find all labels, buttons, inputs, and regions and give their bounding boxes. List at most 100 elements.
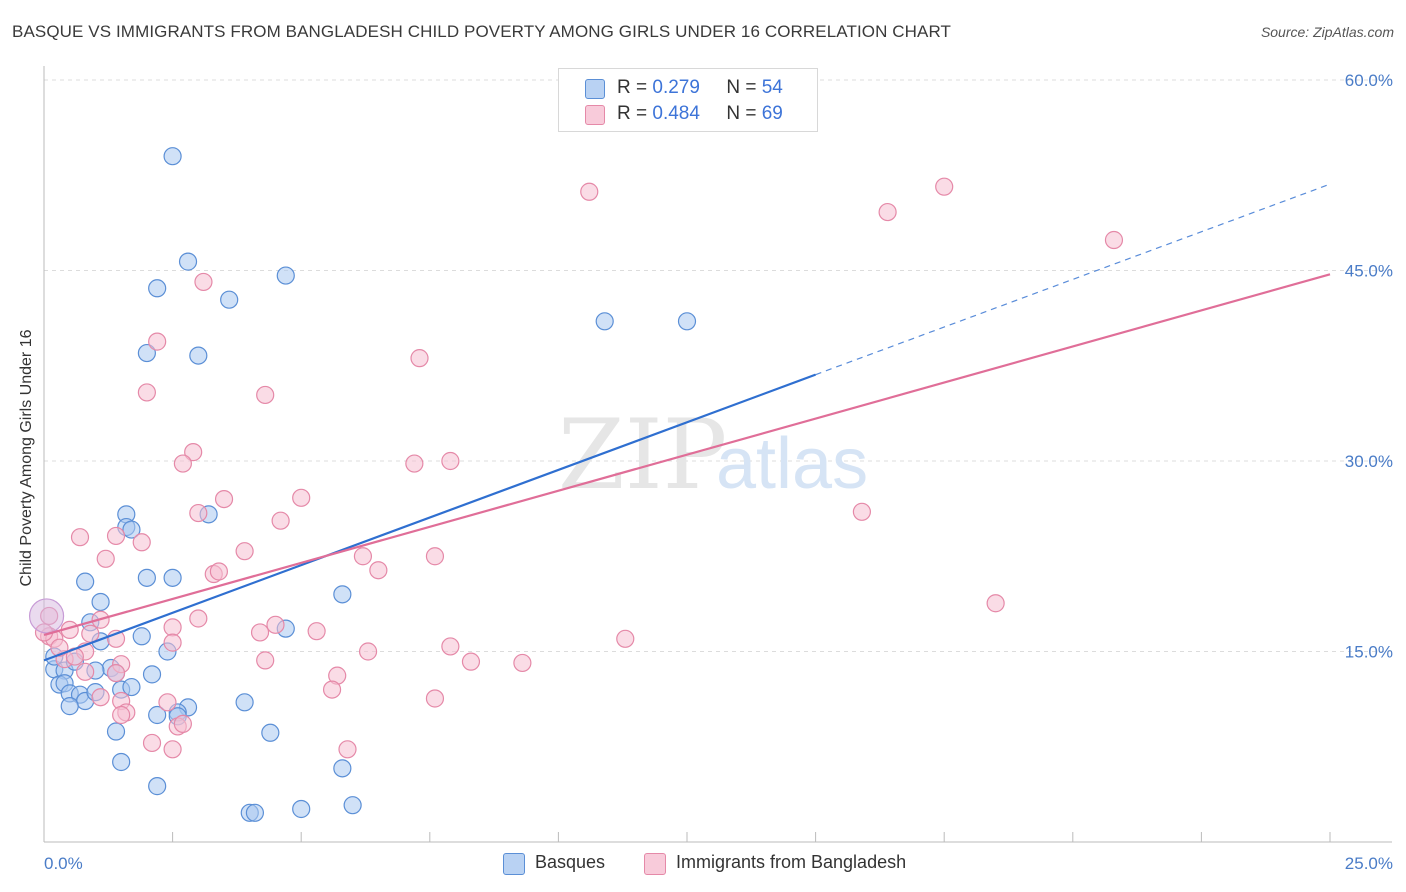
legend-r-value: 0.279 xyxy=(652,77,700,98)
point-basques xyxy=(163,147,182,166)
point-bangladesh xyxy=(137,383,156,402)
bottom-legend-label-bangladesh: Immigrants from Bangladesh xyxy=(676,852,907,872)
point-bangladesh xyxy=(189,503,208,523)
point-basques xyxy=(132,627,151,646)
point-bangladesh xyxy=(173,454,192,473)
point-bangladesh xyxy=(353,547,373,566)
point-basques xyxy=(235,693,254,712)
point-basques xyxy=(261,723,280,742)
point-basques xyxy=(137,343,156,363)
legend-text-basques: R = 0.279 N = 54 xyxy=(617,77,783,99)
point-basques xyxy=(91,592,110,612)
point-bangladesh xyxy=(256,651,275,670)
point-bangladesh xyxy=(91,688,110,707)
legend-n-value: 54 xyxy=(761,77,783,98)
point-bangladesh xyxy=(214,490,234,509)
legend-swatch-basques xyxy=(585,79,605,99)
legend-swatch-bangladesh xyxy=(585,105,605,125)
point-bangladesh xyxy=(106,526,126,546)
point-bangladesh xyxy=(163,618,182,637)
point-bangladesh xyxy=(1104,230,1124,250)
point-bangladesh xyxy=(292,488,311,507)
trend-line-bangladesh xyxy=(43,273,1331,637)
point-bangladesh xyxy=(425,689,445,708)
point-basques xyxy=(333,759,352,778)
point-basques xyxy=(122,520,141,539)
point-bangladesh xyxy=(425,547,445,566)
point-bangladesh xyxy=(106,663,126,683)
point-bangladesh xyxy=(441,637,460,656)
point-basques xyxy=(112,752,131,772)
x-tick-label: 25.0% xyxy=(1345,854,1393,873)
point-bangladesh xyxy=(338,740,357,759)
point-bangladesh xyxy=(986,594,1005,613)
watermark-atlas: atlas xyxy=(716,424,868,504)
point-basques xyxy=(220,290,239,309)
point-bangladesh xyxy=(256,385,275,405)
point-basques xyxy=(178,252,198,271)
legend-n-value: 69 xyxy=(761,103,783,124)
point-bangladesh xyxy=(112,705,131,725)
gridlines xyxy=(44,79,1392,652)
trend-line-basques xyxy=(43,373,816,662)
y-tick-label: 60.0% xyxy=(1345,71,1393,90)
point-bangladesh xyxy=(173,714,192,733)
point-bangladesh xyxy=(132,533,151,552)
point-bangladesh xyxy=(194,272,213,292)
watermark: ZIP atlas xyxy=(558,399,868,511)
point-basques xyxy=(245,803,265,822)
point-bangladesh xyxy=(616,629,635,648)
correlation-legend: R = 0.279 N = 54 R = 0.484 N = 69 xyxy=(558,68,818,132)
point-bangladesh xyxy=(266,615,285,634)
point-overlap-cluster xyxy=(28,598,65,634)
point-basques xyxy=(142,665,162,684)
point-basques xyxy=(76,572,95,591)
data-points xyxy=(28,147,1124,822)
axes xyxy=(43,66,1392,843)
point-bangladesh xyxy=(81,624,100,643)
point-basques xyxy=(343,796,362,815)
point-basques xyxy=(276,266,295,285)
point-basques xyxy=(292,799,311,819)
point-bangladesh xyxy=(148,332,167,351)
source-label: Source: ZipAtlas.com xyxy=(1260,24,1394,40)
point-bangladesh xyxy=(142,733,162,753)
point-basques xyxy=(60,697,79,716)
point-bangladesh xyxy=(369,561,388,580)
y-tick-label: 30.0% xyxy=(1345,452,1393,471)
point-bangladesh xyxy=(852,502,871,521)
point-basques xyxy=(595,312,614,331)
trend-line-basques-extrapolated xyxy=(815,183,1331,376)
point-basques xyxy=(122,677,141,697)
y-tick-label: 15.0% xyxy=(1345,643,1393,662)
point-bangladesh xyxy=(158,693,177,712)
point-basques xyxy=(148,777,167,796)
point-bangladesh xyxy=(322,680,342,699)
point-basques xyxy=(677,312,697,331)
point-bangladesh xyxy=(410,349,429,368)
x-tick-label: 0.0% xyxy=(44,854,83,873)
legend-n-label: N = xyxy=(726,77,757,98)
chart-title: BASQUE VS IMMIGRANTS FROM BANGLADESH CHI… xyxy=(12,22,952,41)
point-bangladesh xyxy=(76,662,95,681)
bottom-legend-swatch-basques xyxy=(503,853,525,875)
point-basques xyxy=(137,568,156,587)
legend-r-label: R = xyxy=(617,77,648,98)
point-bangladesh xyxy=(513,653,532,673)
point-bangladesh xyxy=(189,609,208,628)
bottom-legend-label-basques: Basques xyxy=(535,852,606,872)
point-bangladesh xyxy=(235,542,254,561)
point-basques xyxy=(189,346,208,365)
legend-text-bangladesh: R = 0.484 N = 69 xyxy=(617,103,783,125)
point-bangladesh xyxy=(358,642,378,661)
point-basques xyxy=(163,568,182,587)
point-bangladesh xyxy=(461,652,481,671)
y-tick-label: 45.0% xyxy=(1345,262,1393,281)
point-bangladesh xyxy=(307,622,326,641)
point-bangladesh xyxy=(163,633,182,652)
point-bangladesh xyxy=(580,182,599,201)
point-bangladesh xyxy=(184,443,203,462)
trend-lines xyxy=(43,183,1331,662)
point-basques xyxy=(148,705,167,725)
